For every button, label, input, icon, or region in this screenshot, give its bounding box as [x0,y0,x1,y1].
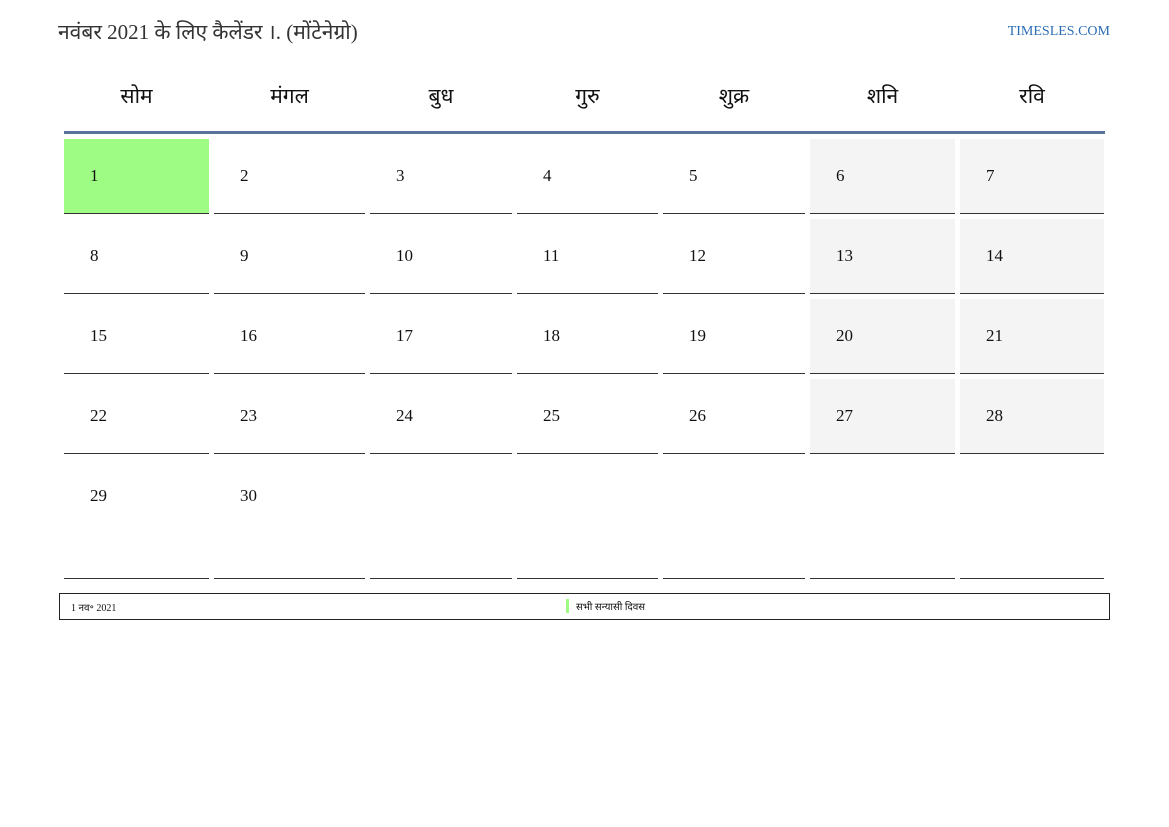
day-cell[interactable]: 11 [517,219,658,294]
day-cell[interactable]: 24 [370,379,512,454]
day-cell[interactable]: 30 [214,459,365,579]
weekday-5: शनि [866,84,899,108]
day-cell[interactable]: 6 [810,139,955,214]
weekday-2: बुध [428,84,454,108]
day-cell[interactable]: 7 [960,139,1104,214]
day-cell[interactable]: 5 [663,139,805,214]
empty-cell [810,459,955,579]
weekday-6: रवि [1019,84,1045,108]
day-cell[interactable]: 20 [810,299,955,374]
day-cell[interactable]: 27 [810,379,955,454]
day-cell[interactable]: 17 [370,299,512,374]
empty-cell [960,459,1104,579]
empty-cell [663,459,805,579]
empty-cell [370,459,512,579]
day-cell[interactable]: 22 [64,379,209,454]
day-cell[interactable]: 14 [960,219,1104,294]
day-cell[interactable]: 28 [960,379,1104,454]
day-cell[interactable]: 15 [64,299,209,374]
weekday-3: गुरु [575,84,600,108]
holiday-name: सभी सन्यासी दिवस [566,599,645,613]
calendar-grid: 1 2 3 4 5 6 7 8 9 10 11 12 13 14 15 16 17 18 19 20 21 22 23 24 2… [64,139,1105,579]
day-cell[interactable]: 18 [517,299,658,374]
weekday-1: मंगल [270,84,309,108]
weekday-header: सोम मंगल बुध गुरु शुक्र शनि रवि [64,82,1105,134]
day-cell[interactable]: 4 [517,139,658,214]
day-cell[interactable]: 23 [214,379,365,454]
day-cell[interactable]: 21 [960,299,1104,374]
day-cell[interactable]: 26 [663,379,805,454]
day-cell[interactable]: 19 [663,299,805,374]
holiday-date: 1 नव॰ 2021 [71,603,117,614]
day-cell[interactable]: 8 [64,219,209,294]
day-cell[interactable]: 13 [810,219,955,294]
day-cell[interactable]: 3 [370,139,512,214]
day-cell[interactable]: 12 [663,219,805,294]
weekday-0: सोम [120,84,153,108]
weekday-4: शुक्र [718,84,750,108]
day-cell[interactable]: 29 [64,459,209,579]
site-link[interactable]: TIMESLES.COM [1007,24,1110,39]
day-cell[interactable]: 1 [64,139,209,214]
empty-cell [517,459,658,579]
page-title: नवंबर 2021 के लिए कैलेंडर ।. (मोंटेनेग्र… [58,20,358,44]
day-cell[interactable]: 10 [370,219,512,294]
day-cell[interactable]: 16 [214,299,365,374]
day-cell[interactable]: 9 [214,219,365,294]
day-cell[interactable]: 2 [214,139,365,214]
day-cell[interactable]: 25 [517,379,658,454]
holiday-legend: 1 नव॰ 2021 सभी सन्यासी दिवस [59,593,1110,620]
